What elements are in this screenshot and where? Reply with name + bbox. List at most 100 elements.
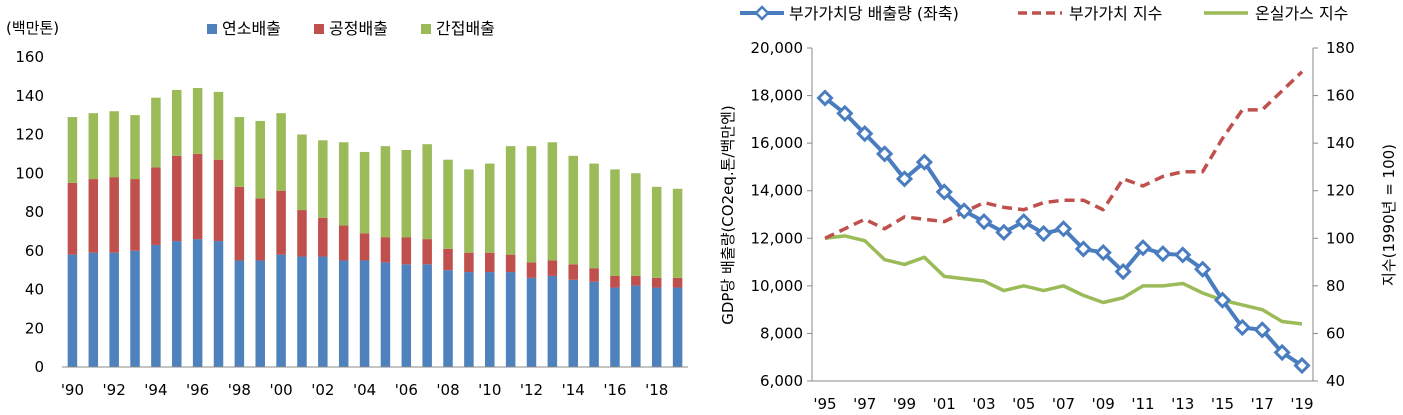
legend-swatch xyxy=(421,24,431,34)
x-tick-label: '90 xyxy=(61,381,84,399)
bar-segment xyxy=(255,260,265,367)
bar-segment xyxy=(651,186,662,278)
bar-segment xyxy=(505,254,516,273)
y-axis-unit-label: (백만톤) xyxy=(6,19,59,37)
x-tick-label: '98 xyxy=(228,381,251,399)
legend-marker xyxy=(754,5,770,21)
bar-segment xyxy=(464,252,474,273)
bar-segment xyxy=(338,225,349,261)
legend-label: 연소배출 xyxy=(222,19,281,38)
legend-label: 공정배출 xyxy=(329,19,388,38)
intensity-index-chart: 부가가치당 배출량 (좌축) 부가가치 지수 온실가스 지수 6,000 8,000 1… xyxy=(719,4,1398,413)
bar-segment xyxy=(318,140,328,218)
y2-tick-label: 160 xyxy=(1326,87,1355,105)
data-point-marker xyxy=(816,89,834,107)
x-tick-label: '94 xyxy=(144,381,167,399)
legend-swatch xyxy=(314,24,324,34)
bar-segment xyxy=(547,260,558,276)
bar-segment xyxy=(151,167,161,245)
x-tick-label: '07 xyxy=(1052,395,1075,413)
bar-segment xyxy=(610,275,620,288)
y-tick-label: 6,000 xyxy=(760,372,803,390)
bar-segment xyxy=(297,256,307,367)
bar-segment xyxy=(276,113,286,191)
bar-segment xyxy=(130,250,140,367)
y-tick-label: 14,000 xyxy=(751,182,804,200)
bar-segment xyxy=(172,89,182,156)
x-tick-label: '95 xyxy=(813,395,836,413)
bar-segment xyxy=(485,252,495,273)
bar-segment xyxy=(172,155,182,242)
data-point-marker xyxy=(1253,321,1271,339)
bar-segment xyxy=(443,159,453,249)
bar-segment xyxy=(589,163,599,269)
y2-tick-label: 80 xyxy=(1326,277,1345,295)
data-point-marker xyxy=(895,170,914,188)
x-tick-label: '06 xyxy=(395,381,418,399)
x-tick-label: '09 xyxy=(1092,395,1115,413)
bar-segment xyxy=(109,177,119,253)
data-point-marker xyxy=(1293,356,1311,375)
bar-segment xyxy=(151,244,161,367)
legend-label: 부가가치 지수 xyxy=(1069,4,1162,23)
bar-segment xyxy=(651,287,662,367)
bar-segment xyxy=(401,264,412,367)
bar-segment xyxy=(568,279,578,367)
bar-segment xyxy=(213,159,224,242)
legend-label: 온실가스 지수 xyxy=(1255,4,1348,23)
series-line xyxy=(824,70,1304,240)
legend: 연소배출 공정배출 간접배출 xyxy=(207,19,495,38)
legend-swatch xyxy=(207,24,217,34)
data-point-marker xyxy=(1074,240,1092,258)
bar-segment xyxy=(213,241,224,367)
bar-segment xyxy=(464,272,474,367)
bar-segment xyxy=(443,248,453,271)
data-point-marker xyxy=(1094,243,1112,262)
bar-segment xyxy=(318,217,328,257)
x-axis-ticks: '95 '97 '99 '01 '03 '05 '07 '09 '11 '13 '15 '17 '19 xyxy=(813,395,1313,413)
bar-segment xyxy=(672,188,683,278)
data-point-marker xyxy=(1194,260,1212,278)
bar-segment xyxy=(297,210,307,257)
bar-segment xyxy=(401,237,412,265)
bar-segment xyxy=(234,117,245,187)
bar-segment xyxy=(88,252,99,367)
bar-segment xyxy=(213,91,224,160)
y-tick-label: 18,000 xyxy=(751,87,804,105)
plot-frame xyxy=(811,48,1314,382)
bar-segment xyxy=(589,268,599,282)
bar-segment xyxy=(192,153,203,240)
bar-segment xyxy=(380,237,391,263)
bar-segment xyxy=(568,264,578,280)
left-y-axis-ticks: 6,000 8,000 10,000 12,000 14,000 16,000 18,000… xyxy=(751,39,812,390)
bar-segment xyxy=(631,275,641,286)
bar-segment xyxy=(255,198,265,261)
y-tick-label: 8,000 xyxy=(760,324,803,342)
bar-segment xyxy=(359,260,370,367)
y-tick-label: 20 xyxy=(25,319,44,337)
x-tick-label: '00 xyxy=(269,381,292,399)
bar-segment xyxy=(672,287,683,367)
data-point-marker xyxy=(1273,343,1291,362)
x-tick-label: '19 xyxy=(1290,395,1313,413)
data-point-marker xyxy=(1015,213,1033,231)
x-tick-label: '99 xyxy=(893,395,916,413)
y-tick-label: 160 xyxy=(15,48,44,66)
bar-segment xyxy=(526,146,537,263)
x-tick-label: '16 xyxy=(603,381,626,399)
data-point-marker xyxy=(1035,224,1053,243)
y-tick-label: 10,000 xyxy=(751,277,804,295)
bar-segment xyxy=(234,260,245,367)
y-tick-label: 40 xyxy=(25,281,44,299)
x-tick-label: '97 xyxy=(853,395,876,413)
y-tick-label: 140 xyxy=(15,87,44,105)
bar-segment xyxy=(610,287,620,367)
y-tick-label: 100 xyxy=(15,164,44,182)
bar-segment xyxy=(359,151,370,234)
bar-segment xyxy=(318,256,328,367)
x-tick-label: '11 xyxy=(1131,395,1154,413)
y-tick-label: 12,000 xyxy=(751,229,804,247)
bar-segment xyxy=(67,254,78,368)
x-tick-label: '18 xyxy=(645,381,668,399)
